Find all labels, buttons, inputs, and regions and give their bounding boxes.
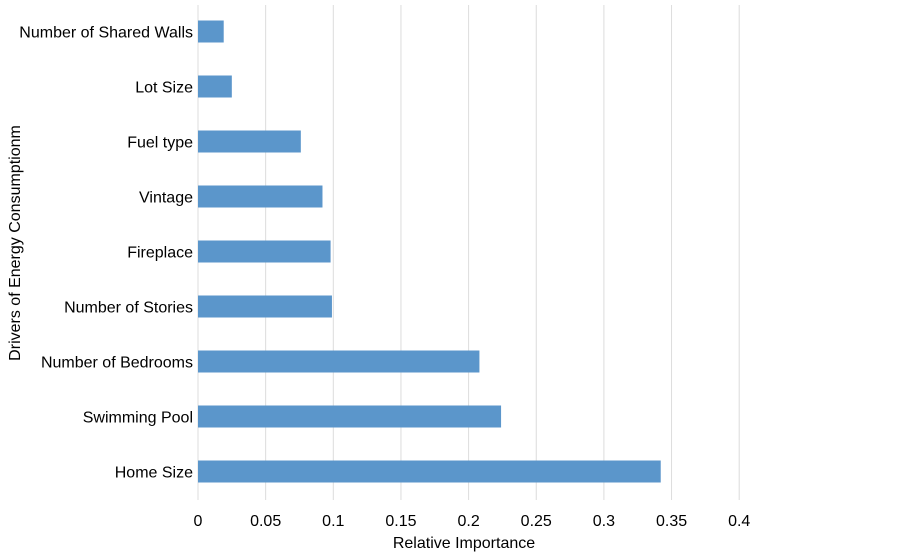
category-label: Number of Bedrooms: [41, 355, 193, 372]
bar: [198, 405, 502, 428]
x-tick-label: 0.2: [457, 513, 479, 530]
x-tick-labels: 0 0.05 0.1 0.15 0.2 0.25 0.3 0.35 0.4: [194, 513, 751, 530]
bars: [198, 20, 661, 483]
bar: [198, 240, 331, 263]
bar: [198, 185, 323, 208]
gridlines: [197, 5, 740, 500]
category-label: Number of Stories: [64, 300, 193, 317]
x-tick-label: 0.35: [656, 513, 687, 530]
category-label: Fuel type: [127, 135, 193, 152]
x-tick-label: 0.4: [728, 513, 750, 530]
category-label: Swimming Pool: [83, 410, 193, 427]
x-tick-label: 0.05: [250, 513, 281, 530]
x-tick-label: 0.15: [385, 513, 416, 530]
bar: [198, 460, 661, 483]
category-label: Number of Shared Walls: [19, 25, 193, 42]
bar: [198, 295, 332, 318]
x-axis-title: Relative Importance: [393, 535, 535, 552]
category-label: Fireplace: [127, 245, 193, 262]
bar: [198, 350, 480, 373]
bar: [198, 75, 232, 98]
bar: [198, 130, 301, 153]
category-label: Lot Size: [135, 80, 193, 97]
y-axis-title: Drivers of Energy Consumptionm: [7, 125, 24, 361]
x-tick-label: 0.25: [521, 513, 552, 530]
category-labels: Number of Shared Walls Lot Size Fuel type V…: [19, 25, 193, 482]
x-tick-label: 0.1: [322, 513, 344, 530]
x-tick-label: 0.3: [593, 513, 615, 530]
x-tick-label: 0: [194, 513, 203, 530]
bar: [198, 20, 224, 43]
category-label: Vintage: [139, 190, 193, 207]
category-label: Home Size: [115, 465, 193, 482]
